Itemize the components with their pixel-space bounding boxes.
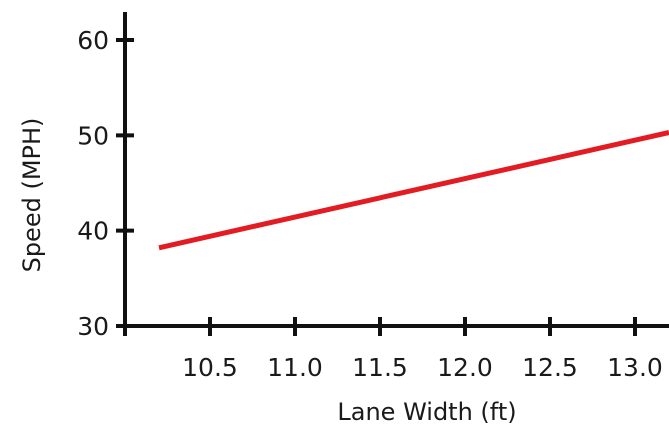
y-axis-title: Speed (MPH) (18, 118, 46, 273)
x-tick-label: 10.5 (182, 353, 238, 382)
y-tick-label: 30 (77, 312, 109, 341)
y-ticks: 30 40 50 60 (77, 26, 134, 341)
series-layer (158, 130, 669, 251)
y-tick-label: 50 (77, 121, 109, 150)
x-tick-label: 12.5 (522, 353, 578, 382)
y-tick-label: 60 (77, 26, 109, 55)
axes (117, 12, 669, 336)
x-tick-label: 13.0 (607, 353, 663, 382)
x-tick-label: 11.5 (352, 353, 408, 382)
x-tick-label: 12.0 (437, 353, 493, 382)
series-line (158, 130, 669, 251)
x-axis-title: Lane Width (ft) (337, 398, 516, 426)
y-tick-label: 40 (77, 217, 109, 246)
x-ticks: 10.5 11.0 11.5 12.0 12.5 13.0 (182, 317, 663, 382)
x-tick-label: 11.0 (267, 353, 323, 382)
